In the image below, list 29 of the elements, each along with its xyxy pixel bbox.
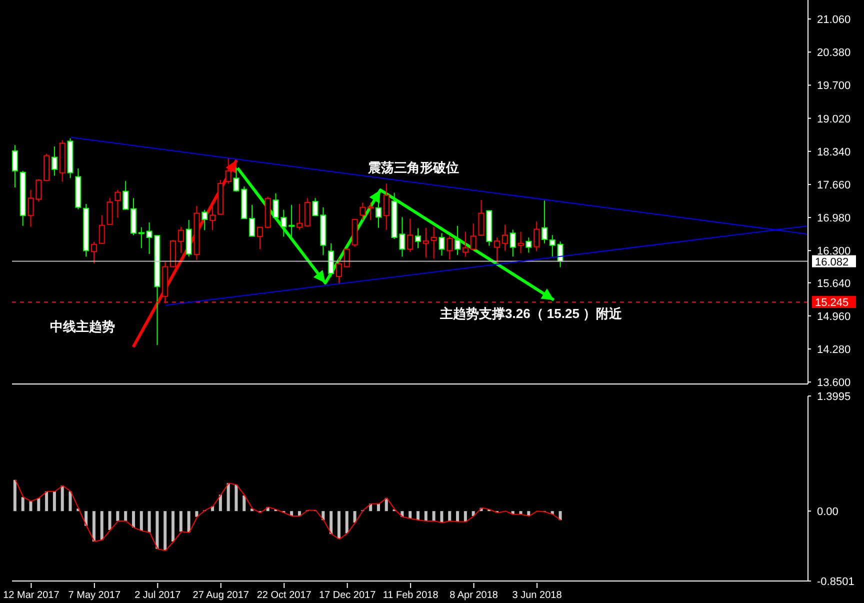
x-tick-label: 12 Mar 2017: [3, 590, 60, 601]
y-tick-label: 21.060: [817, 14, 851, 26]
y-tick-label: 17.660: [817, 179, 851, 192]
y-tick-label: 13.600: [817, 377, 851, 390]
annotation: 中线主趋势: [50, 318, 115, 336]
y-tick-label: 19.020: [817, 113, 851, 126]
y-tick-label: 16.300: [817, 246, 851, 258]
annotation: 震荡三角形破位: [368, 159, 459, 177]
y-tick-label: 14.960: [817, 310, 851, 323]
x-tick-label: 8 Apr 2018: [450, 590, 498, 601]
y-tick-label: 16.980: [817, 212, 851, 225]
x-tick-label: 7 May 2017: [68, 590, 121, 601]
x-tick-label: 11 Feb 2018: [382, 590, 439, 601]
y-tick-label: 19.700: [817, 80, 851, 92]
y-tick-label: -0.8501: [817, 576, 854, 588]
x-tick-label: 27 Aug 2017: [192, 590, 250, 601]
x-tick-label: 17 Dec 2017: [318, 590, 376, 601]
ref-line-label: 16.082: [815, 256, 849, 268]
x-tick-label: 2 Jul 2017: [134, 590, 182, 601]
y-tick-label: 14.280: [817, 344, 851, 356]
y-tick-label: 20.380: [817, 47, 851, 60]
annotation: 主趋势支撑3.26（ 15.25 ）附近: [440, 305, 622, 323]
y-tick-label: 0.00: [817, 506, 838, 518]
y-tick-label: 1.3995: [817, 391, 851, 403]
x-tick-label: 22 Oct 2017: [256, 590, 312, 601]
x-tick-label: 3 Jun 2018: [512, 590, 562, 601]
y-tick-label: 18.340: [817, 146, 851, 158]
ref-line-label: 15.245: [815, 296, 849, 309]
y-tick-label: 15.640: [817, 278, 851, 290]
